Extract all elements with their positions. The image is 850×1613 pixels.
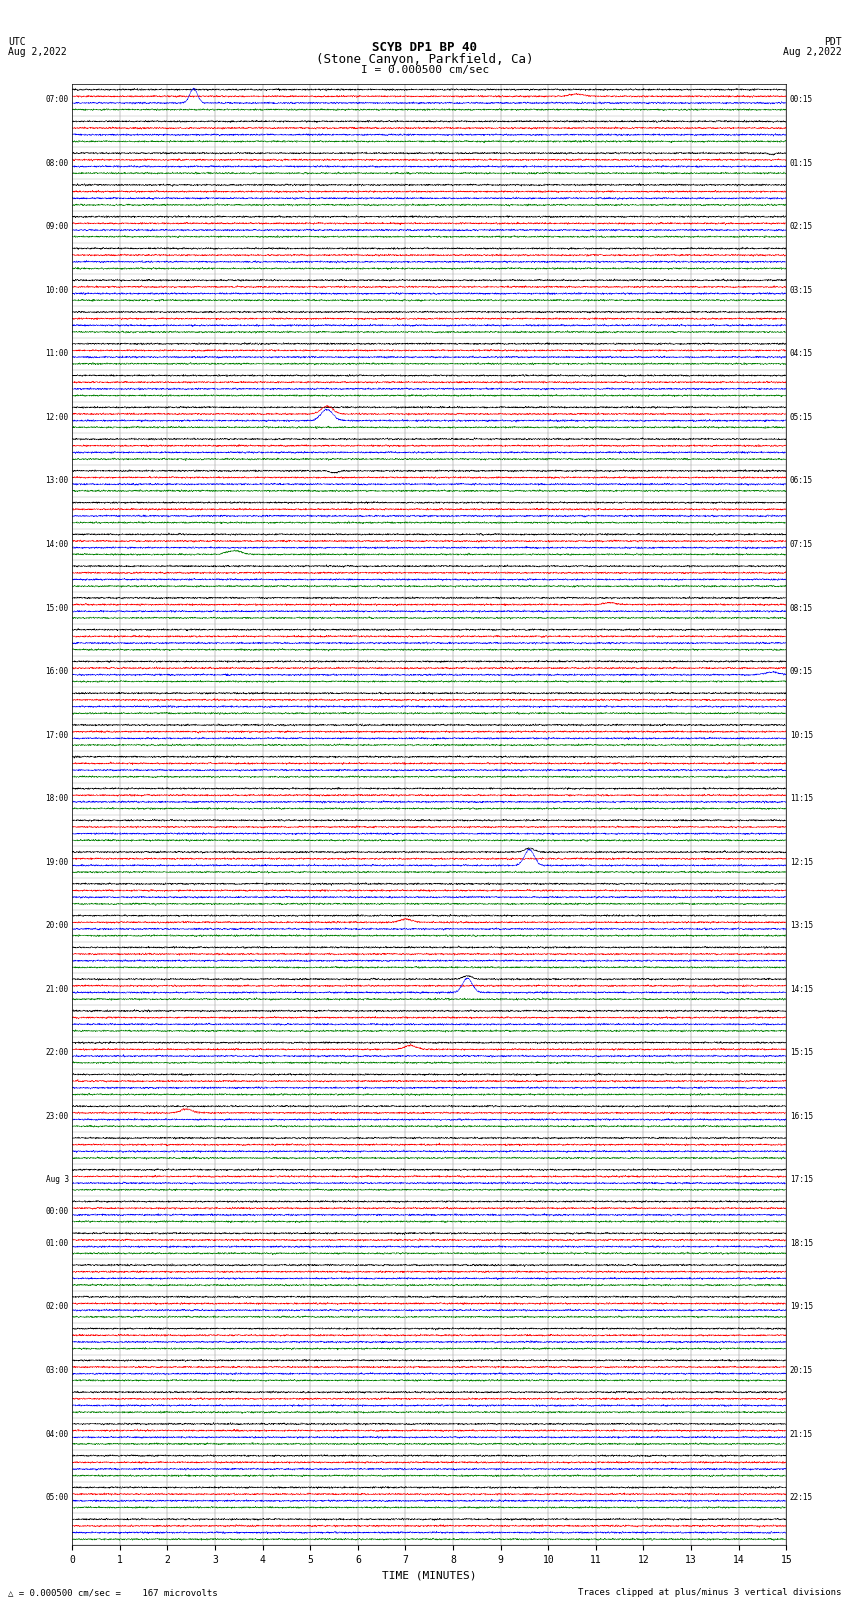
Text: 02:15: 02:15	[790, 223, 813, 231]
Text: 19:00: 19:00	[46, 858, 69, 866]
X-axis label: TIME (MINUTES): TIME (MINUTES)	[382, 1571, 477, 1581]
Text: 00:00: 00:00	[46, 1207, 69, 1216]
Text: 21:15: 21:15	[790, 1429, 813, 1439]
Text: 16:15: 16:15	[790, 1111, 813, 1121]
Text: △ = 0.000500 cm/sec =    167 microvolts: △ = 0.000500 cm/sec = 167 microvolts	[8, 1587, 218, 1597]
Text: 12:15: 12:15	[790, 858, 813, 866]
Text: 18:15: 18:15	[790, 1239, 813, 1248]
Text: SCYB DP1 BP 40: SCYB DP1 BP 40	[372, 40, 478, 55]
Text: 08:15: 08:15	[790, 603, 813, 613]
Text: 11:15: 11:15	[790, 794, 813, 803]
Text: Aug 3: Aug 3	[46, 1176, 69, 1184]
Text: Aug 2,2022: Aug 2,2022	[8, 47, 67, 56]
Text: Traces clipped at plus/minus 3 vertical divisions: Traces clipped at plus/minus 3 vertical …	[578, 1587, 842, 1597]
Text: 11:00: 11:00	[46, 350, 69, 358]
Text: 22:00: 22:00	[46, 1048, 69, 1058]
Text: 17:15: 17:15	[790, 1176, 813, 1184]
Text: PDT: PDT	[824, 37, 842, 47]
Text: 12:00: 12:00	[46, 413, 69, 423]
Text: 09:15: 09:15	[790, 668, 813, 676]
Text: 06:15: 06:15	[790, 476, 813, 486]
Text: 03:15: 03:15	[790, 286, 813, 295]
Text: UTC: UTC	[8, 37, 26, 47]
Text: 15:00: 15:00	[46, 603, 69, 613]
Text: 03:00: 03:00	[46, 1366, 69, 1374]
Text: 16:00: 16:00	[46, 668, 69, 676]
Text: 15:15: 15:15	[790, 1048, 813, 1058]
Text: 13:15: 13:15	[790, 921, 813, 931]
Text: 23:00: 23:00	[46, 1111, 69, 1121]
Text: 07:15: 07:15	[790, 540, 813, 548]
Text: 20:00: 20:00	[46, 921, 69, 931]
Text: 18:00: 18:00	[46, 794, 69, 803]
Text: 02:00: 02:00	[46, 1302, 69, 1311]
Text: 01:15: 01:15	[790, 158, 813, 168]
Text: 22:15: 22:15	[790, 1494, 813, 1502]
Text: 10:15: 10:15	[790, 731, 813, 740]
Text: 13:00: 13:00	[46, 476, 69, 486]
Text: 00:15: 00:15	[790, 95, 813, 105]
Text: 08:00: 08:00	[46, 158, 69, 168]
Text: 19:15: 19:15	[790, 1302, 813, 1311]
Text: 05:15: 05:15	[790, 413, 813, 423]
Text: I = 0.000500 cm/sec: I = 0.000500 cm/sec	[361, 65, 489, 76]
Text: Aug 2,2022: Aug 2,2022	[783, 47, 842, 56]
Text: 04:00: 04:00	[46, 1429, 69, 1439]
Text: 17:00: 17:00	[46, 731, 69, 740]
Text: 20:15: 20:15	[790, 1366, 813, 1374]
Text: (Stone Canyon, Parkfield, Ca): (Stone Canyon, Parkfield, Ca)	[316, 53, 534, 66]
Text: 14:00: 14:00	[46, 540, 69, 548]
Text: 14:15: 14:15	[790, 986, 813, 994]
Text: 01:00: 01:00	[46, 1239, 69, 1248]
Text: 04:15: 04:15	[790, 350, 813, 358]
Text: 05:00: 05:00	[46, 1494, 69, 1502]
Text: 07:00: 07:00	[46, 95, 69, 105]
Text: 09:00: 09:00	[46, 223, 69, 231]
Text: 21:00: 21:00	[46, 986, 69, 994]
Text: 10:00: 10:00	[46, 286, 69, 295]
